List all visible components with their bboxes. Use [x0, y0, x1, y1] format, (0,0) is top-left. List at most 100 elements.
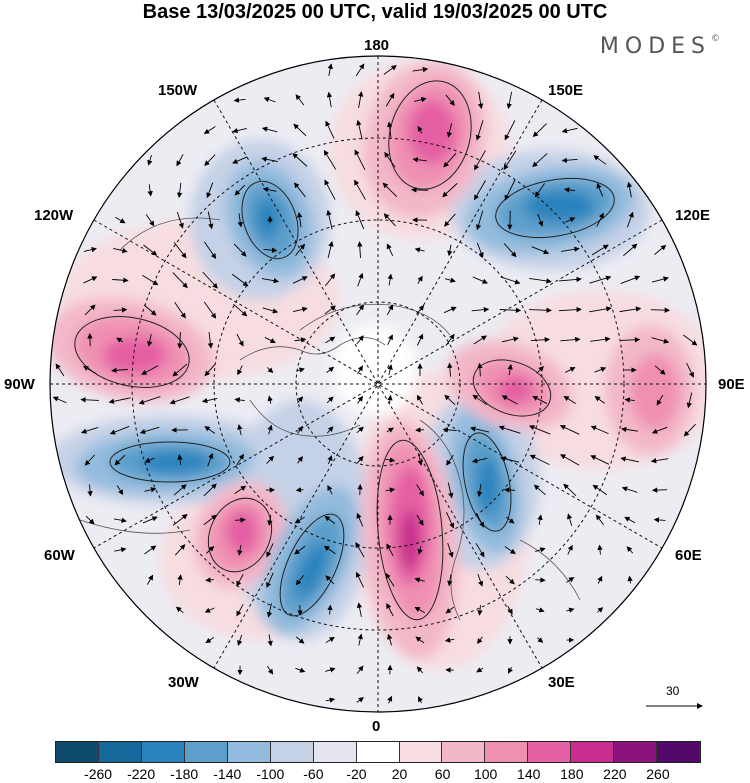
wind-arrow — [620, 275, 641, 284]
wind-arrow — [111, 367, 129, 373]
wind-arrow — [232, 156, 248, 164]
wind-arrow — [619, 306, 642, 313]
wind-arrow — [416, 333, 424, 346]
wind-arrow — [500, 276, 521, 285]
colorbar-tick-label: 100 — [473, 766, 498, 782]
wind-arrow — [207, 452, 214, 467]
wind-arrow — [203, 483, 217, 497]
wind-arrow — [169, 396, 190, 405]
wind-arrow — [82, 365, 97, 375]
colorbar-swatch — [313, 742, 357, 762]
wind-arrow — [206, 182, 214, 199]
wind-arrow — [205, 637, 215, 644]
wind-arrow — [505, 575, 515, 585]
wind-arrow — [264, 337, 276, 343]
wind-arrow — [295, 636, 305, 644]
wind-arrow — [207, 332, 214, 349]
wind-arrow — [236, 333, 244, 347]
wind-arrow — [385, 572, 395, 587]
colorbar-tick-label: 20 — [391, 766, 408, 782]
wind-arrow — [138, 396, 161, 405]
wind-arrow — [143, 304, 157, 316]
wind-arrow — [382, 182, 398, 198]
wind-arrow — [266, 603, 273, 618]
wind-arrow — [444, 394, 456, 406]
wind-arrow — [55, 363, 65, 377]
wind-arrow — [233, 243, 247, 257]
wind-arrow — [472, 394, 488, 406]
wind-arrow — [477, 636, 483, 644]
wind-arrow — [327, 63, 333, 76]
wind-arrow — [236, 604, 244, 617]
wind-arrow — [591, 244, 609, 256]
wind-arrow — [415, 636, 425, 644]
wind-arrow — [326, 396, 334, 404]
wind-arrow — [357, 395, 364, 404]
wind-arrow — [528, 307, 552, 313]
wind-arrow — [177, 574, 183, 585]
wind-arrow — [477, 91, 484, 110]
wind-arrow — [477, 362, 483, 377]
wind-arrow — [387, 633, 393, 646]
wind-arrow — [325, 667, 336, 673]
wind-arrow — [533, 484, 546, 496]
wind-arrow — [590, 455, 610, 465]
wind-arrow — [295, 667, 306, 673]
colorbar-swatch — [485, 742, 529, 762]
wind-arrow — [475, 210, 484, 231]
colorbar-swatch — [657, 742, 701, 762]
wind-arrow — [296, 211, 303, 228]
wind-arrow — [416, 484, 424, 497]
wind-arrow — [327, 241, 334, 259]
wind-arrow — [531, 246, 550, 255]
wind-arrow — [143, 244, 158, 256]
wind-arrow — [267, 424, 273, 435]
wind-arrow — [113, 307, 128, 313]
wind-arrow — [113, 247, 128, 254]
wind-arrow — [145, 214, 155, 227]
wind-arrow — [683, 423, 696, 437]
wind-arrow — [501, 395, 518, 405]
wind-arrow — [627, 575, 633, 584]
wind-arrow — [442, 183, 458, 198]
wind-arrow — [203, 241, 217, 260]
wind-arrow — [444, 277, 456, 283]
wind-arrow — [235, 517, 246, 523]
wind-arrow — [535, 577, 546, 583]
wind-arrow — [356, 602, 363, 617]
colorbar-swatch — [141, 742, 185, 762]
wind-arrow — [560, 336, 581, 343]
wind-arrow — [447, 574, 453, 587]
wind-arrow — [470, 426, 490, 433]
wind-arrow — [385, 457, 396, 463]
wind-arrow — [498, 425, 521, 434]
wind-arrow — [537, 213, 544, 227]
wind-arrow — [417, 454, 423, 466]
brand-mark: © — [711, 34, 720, 44]
wind-arrow — [292, 276, 308, 284]
wind-arrow — [295, 487, 304, 493]
wind-arrow — [416, 514, 424, 526]
wind-arrow — [504, 120, 516, 141]
wind-arrow — [357, 365, 364, 375]
wind-arrow — [326, 426, 334, 434]
wind-arrow — [414, 247, 425, 253]
wind-arrow — [116, 485, 124, 496]
colorbar-tick-label: 180 — [560, 766, 584, 782]
wind-arrow — [355, 542, 365, 558]
wind-arrow — [417, 546, 423, 555]
wind-arrow — [325, 697, 336, 703]
wind-arrow — [172, 363, 188, 377]
wind-arrow — [327, 485, 333, 495]
wind-arrow — [472, 276, 488, 284]
wind-arrow — [177, 332, 183, 349]
wind-arrow — [589, 306, 612, 313]
wind-arrow — [176, 182, 183, 199]
colorbar-tick-label: 60 — [434, 766, 451, 782]
wind-arrow — [295, 243, 306, 256]
wind-arrow — [202, 271, 218, 289]
lon-label-30w: 30W — [168, 674, 199, 691]
colorbar-swatch — [614, 742, 658, 762]
wind-arrow — [386, 121, 393, 138]
wind-arrow — [326, 91, 333, 108]
